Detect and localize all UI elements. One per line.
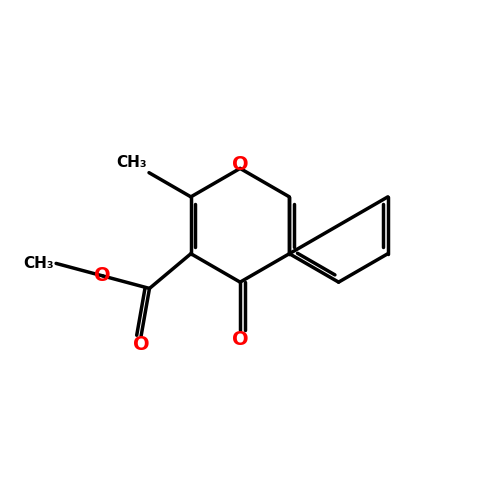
Text: CH₃: CH₃ — [116, 155, 146, 170]
Text: O: O — [133, 336, 150, 354]
Text: O: O — [94, 266, 111, 285]
Text: CH₃: CH₃ — [23, 256, 54, 271]
Text: O: O — [232, 330, 248, 349]
Text: O: O — [232, 156, 248, 174]
